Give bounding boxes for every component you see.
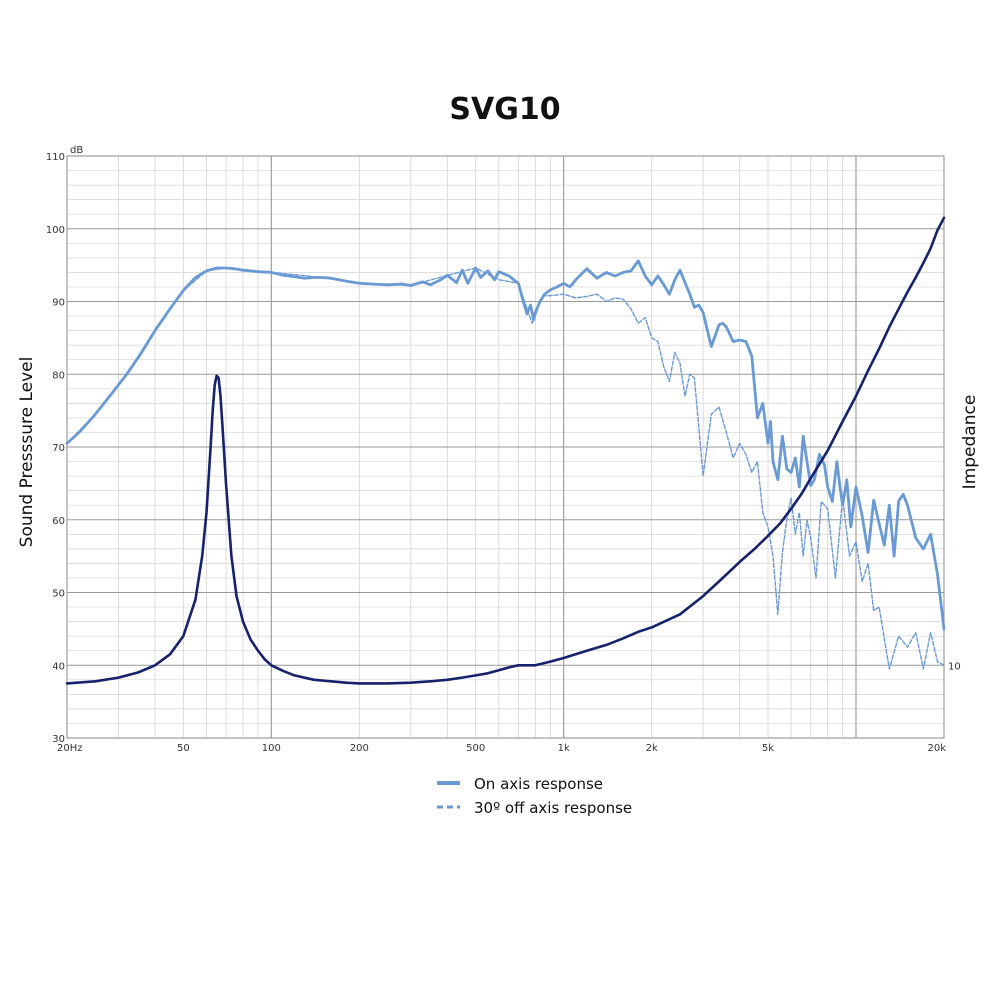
series-layer (65, 216, 946, 685)
grid (66, 155, 945, 739)
legend-label-on-axis: On axis response (474, 775, 603, 793)
on-axis-response-line (65, 259, 946, 631)
x-tick-label: 200 (350, 743, 369, 754)
x-tick-label: 5k (762, 743, 774, 754)
x-tick-label: 20k (927, 743, 946, 754)
y-tick-label: 30 (52, 734, 65, 745)
plot-frame (66, 155, 945, 739)
y-tick-label: 110 (46, 152, 65, 163)
y-tick-label: 100 (46, 225, 65, 236)
legend: On axis response 30º off axis response (437, 775, 632, 817)
y-tick-label: 50 (52, 589, 65, 600)
axis-tick-labels: 110 100 90 80 70 60 50 40 30 dB 20Hz 50 100 200 500 1k 2… (46, 145, 961, 754)
x-tick-label: 20Hz (57, 743, 83, 754)
chart-title: SVG10 (449, 92, 561, 127)
y-tick-label: 60 (52, 516, 65, 527)
right-axis-tick-label: 10 (948, 661, 961, 672)
x-tick-label: 100 (262, 743, 281, 754)
x-tick-label: 500 (466, 743, 485, 754)
impedance-line (65, 216, 946, 685)
y-tick-label: 80 (52, 370, 65, 381)
off-axis-response-line (66, 267, 945, 670)
y-tick-label: 40 (52, 661, 65, 672)
x-tick-label: 1k (558, 743, 570, 754)
y-tick-label: 90 (52, 298, 65, 309)
y-tick-label: 70 (52, 443, 65, 454)
y-unit-label: dB (70, 145, 83, 156)
x-tick-label: 50 (177, 743, 190, 754)
x-tick-label: 2k (646, 743, 658, 754)
legend-label-off-axis: 30º off axis response (474, 799, 632, 817)
